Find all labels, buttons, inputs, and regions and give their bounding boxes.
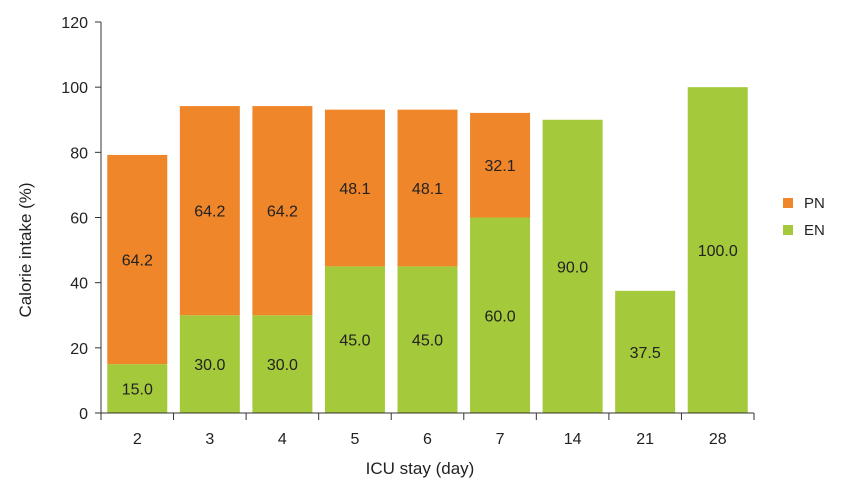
data-label-en-4: 30.0	[267, 357, 298, 374]
legend-label-pn: PN	[804, 195, 825, 212]
bar-en-28	[687, 87, 748, 414]
y-tick-label-20: 20	[70, 341, 88, 358]
data-label-en-7: 60.0	[484, 308, 515, 325]
y-axis-title: Calorie intake (%)	[16, 182, 35, 317]
data-label-pn-2: 64.2	[122, 253, 153, 270]
data-label-en-21: 37.5	[630, 345, 661, 362]
data-label-pn-5: 48.1	[339, 181, 370, 198]
y-tick-label-0: 0	[79, 406, 88, 423]
x-axis-title: ICU stay (day)	[366, 459, 475, 478]
bar-en-5	[324, 266, 385, 413]
bar-pn-6	[397, 109, 458, 267]
y-tick-label-100: 100	[61, 80, 88, 97]
data-labels-group: 15.0 64.2 30.0 64.2 30.0 64.2 45.0 48.1 45.0 48.1…	[122, 158, 738, 398]
x-tick-label-3: 3	[205, 431, 214, 448]
y-tick-label-80: 80	[70, 145, 88, 162]
bars-group	[107, 87, 748, 414]
data-label-pn-7: 32.1	[484, 158, 515, 175]
data-label-en-14: 90.0	[557, 259, 588, 276]
legend: PN EN	[783, 195, 825, 239]
bar-en-21	[615, 290, 676, 413]
x-axis: 2 3 4 5 6 7 14 21 28	[100, 412, 755, 448]
data-label-pn-4: 64.2	[267, 204, 298, 221]
data-label-en-28: 100.0	[698, 243, 738, 260]
bar-pn-5	[324, 109, 385, 267]
data-label-en-3: 30.0	[194, 357, 225, 374]
x-tick-label-2: 2	[133, 431, 142, 448]
x-tick-label-5: 5	[350, 431, 359, 448]
y-tick-label-120: 120	[61, 15, 88, 32]
bar-en-3	[179, 315, 240, 413]
x-tick-label-6: 6	[423, 431, 432, 448]
y-tick-label-40: 40	[70, 276, 88, 293]
bar-pn-7	[470, 112, 531, 218]
x-tick-label-14: 14	[564, 431, 582, 448]
data-label-en-2: 15.0	[122, 382, 153, 399]
bar-en-14	[542, 119, 603, 413]
legend-swatch-en	[783, 225, 793, 235]
bar-pn-4	[252, 106, 313, 316]
x-tick-label-21: 21	[636, 431, 654, 448]
x-tick-label-28: 28	[709, 431, 727, 448]
y-axis: 0 20 40 60 80 100 120	[61, 15, 102, 423]
bar-pn-2	[107, 154, 168, 365]
data-label-en-6: 45.0	[412, 333, 443, 350]
bar-en-7	[470, 217, 531, 413]
bar-en-2	[107, 364, 168, 413]
legend-swatch-pn	[783, 198, 793, 208]
data-label-pn-3: 64.2	[194, 204, 225, 221]
data-label-en-5: 45.0	[339, 333, 370, 350]
bar-en-4	[252, 315, 313, 413]
y-tick-label-60: 60	[70, 211, 88, 228]
x-tick-label-7: 7	[496, 431, 505, 448]
x-tick-label-4: 4	[278, 431, 287, 448]
legend-label-en: EN	[804, 222, 825, 239]
bar-pn-3	[179, 106, 240, 316]
bar-en-6	[397, 266, 458, 413]
data-label-pn-6: 48.1	[412, 181, 443, 198]
